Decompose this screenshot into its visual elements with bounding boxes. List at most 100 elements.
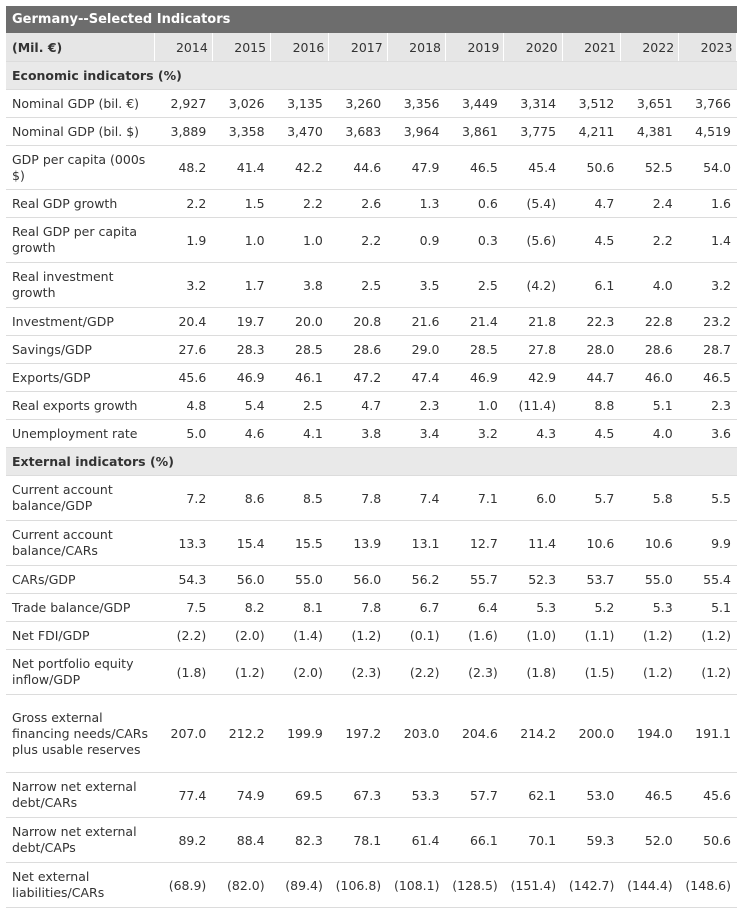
year-header: 2022 [620,33,680,62]
table-row: Narrow net external debt/CAPs 89.2 88.4 82.… [6,817,737,863]
cell-value: 53.0 [562,772,621,818]
cell-value: 53.7 [562,565,621,594]
indicators-table: (Mil. €) 2014 2015 2016 2017 2018 2019 2020 202… [6,33,738,908]
row-label: Narrow net external debt/CARs [6,772,154,818]
cell-value: 7.8 [328,475,388,521]
cell-value: 20.4 [154,307,213,336]
cell-value: 2.5 [445,262,504,308]
cell-value: 52.3 [503,565,563,594]
cell-value: 8.5 [270,475,329,521]
table-row: Net FDI/GDP (2.2) (2.0) (1.4) (1.2) (0.1) (1.6… [6,621,737,650]
cell-value: 47.4 [387,363,446,392]
cell-value: (2.2) [154,621,213,650]
cell-value: 82.3 [270,817,329,863]
cell-value: 1.3 [387,189,446,218]
cell-value: 45.4 [503,145,563,190]
cell-value: 3,683 [328,117,388,146]
cell-value: 3,766 [678,89,737,118]
cell-value: 3,512 [562,89,621,118]
cell-value: 20.8 [328,307,388,336]
table-body: Economic indicators (%) Nominal GDP (bil.… [6,61,737,908]
cell-value: (1.2) [620,621,679,650]
cell-value: 3,358 [212,117,271,146]
cell-value: 4.0 [620,419,679,448]
cell-value: 200.0 [562,694,621,773]
cell-value: 4.5 [562,419,621,448]
cell-value: 3,861 [445,117,504,146]
table-row: Savings/GDP 27.6 28.3 28.5 28.6 29.0 28.5 27.8 2… [6,335,737,364]
cell-value: 4,519 [678,117,737,146]
cell-value: (151.4) [503,862,563,908]
cell-value: 70.1 [503,817,563,863]
section-heading: External indicators (%) [6,447,737,476]
cell-value: (5.4) [503,189,563,218]
cell-value: 22.3 [562,307,621,336]
cell-value: 46.5 [678,363,737,392]
cell-value: 2.5 [328,262,388,308]
cell-value: 1.0 [212,217,271,263]
cell-value: 57.7 [445,772,504,818]
cell-value: (2.3) [328,649,388,695]
cell-value: 12.7 [445,520,504,566]
cell-value: (0.1) [387,621,446,650]
cell-value: 6.1 [562,262,621,308]
cell-value: 56.0 [328,565,388,594]
row-label: Gross external financing needs/CARs plus… [6,694,154,773]
table-row: Real GDP growth 2.2 1.5 2.2 2.6 1.3 0.6 (5.4) 4.… [6,189,737,218]
cell-value: 3,356 [387,89,446,118]
year-header: 2015 [212,33,272,62]
row-label: Exports/GDP [6,363,154,392]
cell-value: (2.2) [387,649,446,695]
cell-value: 88.4 [212,817,271,863]
section-header-row: Economic indicators (%) [6,61,737,90]
row-label: Trade balance/GDP [6,593,154,622]
cell-value: (82.0) [212,862,271,908]
cell-value: 50.6 [562,145,621,190]
cell-value: 46.9 [212,363,271,392]
cell-value: 13.9 [328,520,388,566]
table-row: CARs/GDP 54.3 56.0 55.0 56.0 56.2 55.7 52.3 53.7… [6,565,737,594]
cell-value: 4.7 [562,189,621,218]
cell-value: 20.0 [270,307,329,336]
cell-value: 23.2 [678,307,737,336]
cell-value: 74.9 [212,772,271,818]
cell-value: 4.1 [270,419,329,448]
row-label: Narrow net external debt/CAPs [6,817,154,863]
cell-value: 3,026 [212,89,271,118]
cell-value: 69.5 [270,772,329,818]
cell-value: 11.4 [503,520,563,566]
cell-value: 21.4 [445,307,504,336]
table-row: GDP per capita (000s $) 48.2 41.4 42.2 44.6 4… [6,145,737,190]
cell-value: 4.6 [212,419,271,448]
cell-value: 47.9 [387,145,446,190]
cell-value: 1.9 [154,217,213,263]
cell-value: 77.4 [154,772,213,818]
cell-value: 13.3 [154,520,213,566]
header-row: (Mil. €) 2014 2015 2016 2017 2018 2019 2020 202… [6,33,738,62]
row-label: Current account balance/CARs [6,520,154,566]
cell-value: (1.6) [445,621,504,650]
cell-value: 28.6 [620,335,679,364]
cell-value: (1.2) [678,649,737,695]
cell-value: 62.1 [503,772,563,818]
cell-value: 8.8 [562,391,621,420]
cell-value: 1.4 [678,217,737,263]
table-row: Real GDP per capita growth 1.9 1.0 1.0 2.2 0.… [6,217,737,263]
row-label: Real GDP growth [6,189,154,218]
cell-value: 3.2 [445,419,504,448]
cell-value: (1.8) [503,649,563,695]
cell-value: 3.4 [387,419,446,448]
cell-value: 5.4 [212,391,271,420]
cell-value: 52.5 [620,145,679,190]
cell-value: 15.5 [270,520,329,566]
cell-value: 2.3 [678,391,737,420]
cell-value: 13.1 [387,520,446,566]
cell-value: (11.4) [503,391,563,420]
cell-value: 46.1 [270,363,329,392]
table-row: Unemployment rate 5.0 4.6 4.1 3.8 3.4 3.2 4.3 4.… [6,419,737,448]
cell-value: 212.2 [212,694,271,773]
cell-value: 2.3 [387,391,446,420]
cell-value: (4.2) [503,262,563,308]
section-header-row: External indicators (%) [6,447,737,476]
cell-value: 7.4 [387,475,446,521]
